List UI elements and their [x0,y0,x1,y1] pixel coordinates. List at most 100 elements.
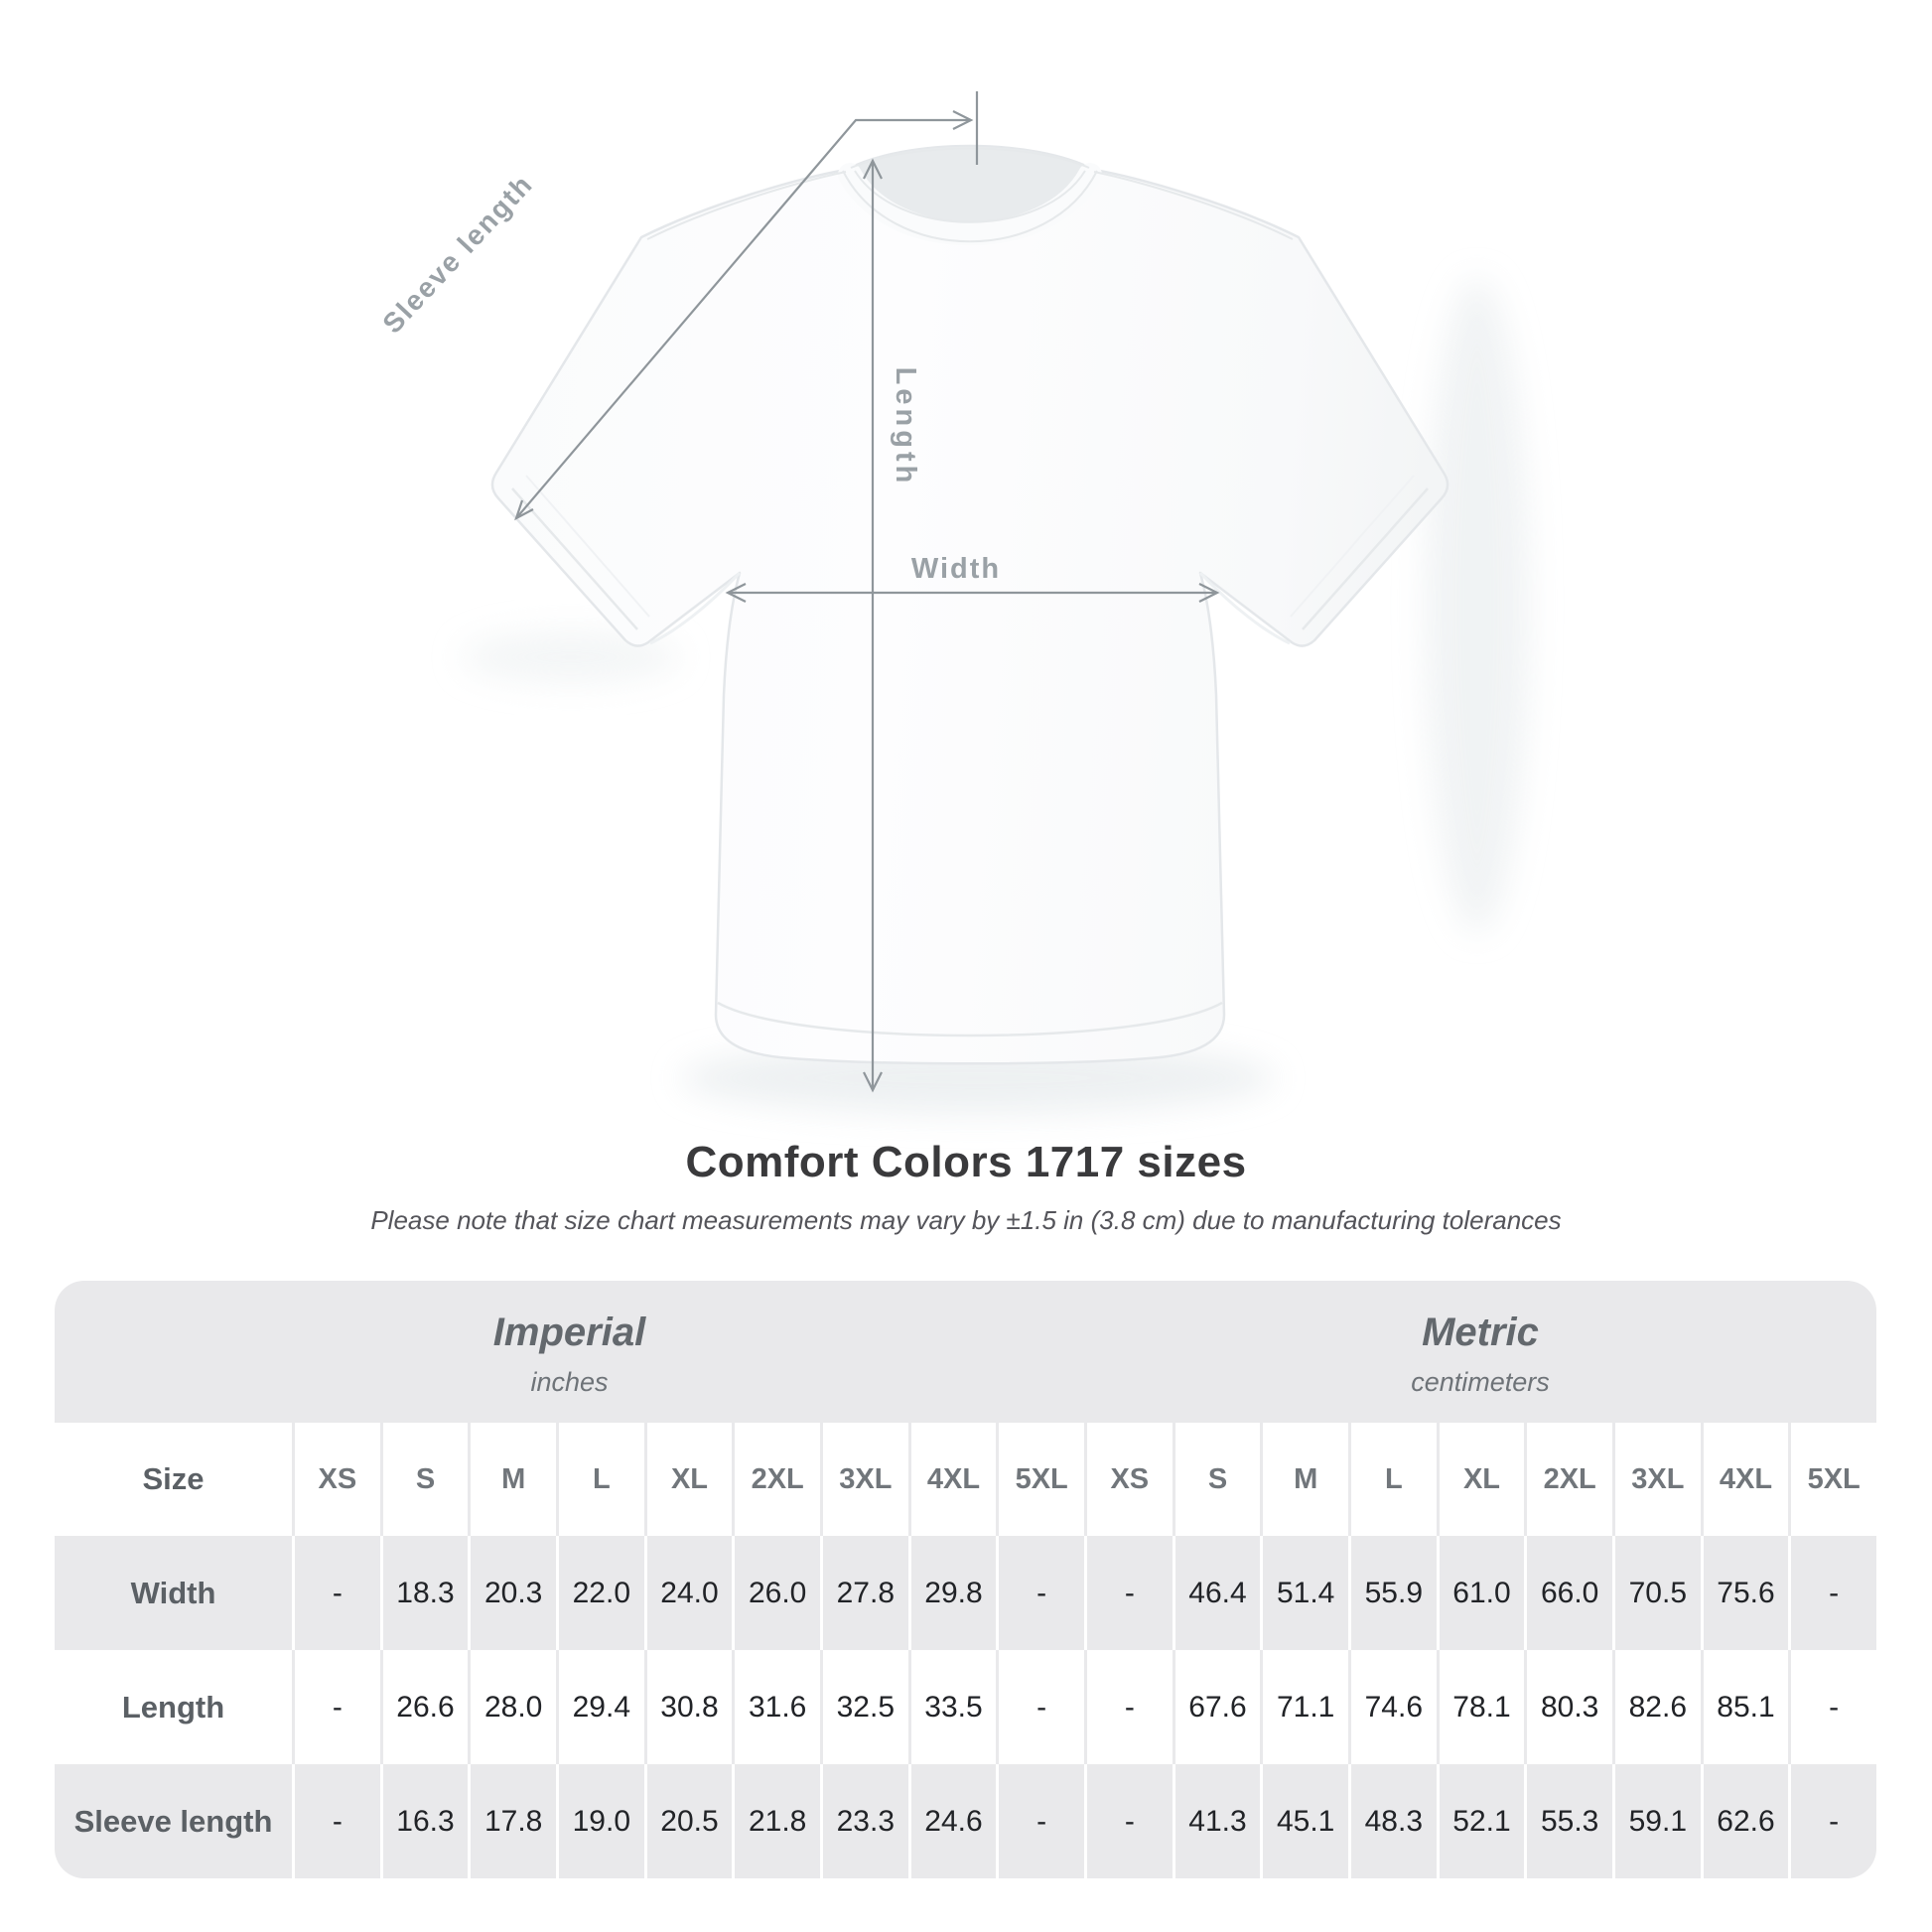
metric-label: Metric [1422,1310,1539,1354]
size-value-cell: 16.3 [379,1764,469,1878]
row-label: Length [55,1650,292,1764]
size-value-cell: 80.3 [1524,1650,1612,1764]
size-value-cell: - [1788,1536,1876,1650]
size-value-cell: 33.5 [907,1650,997,1764]
metric-unit: centimeters [1411,1366,1550,1397]
imperial-label: Imperial [492,1310,646,1354]
size-value-cell: 70.5 [1611,1536,1701,1650]
size-value-cell: 21.8 [732,1764,820,1878]
size-header-cell: XS [1083,1423,1173,1536]
size-value-cell: 74.6 [1347,1650,1437,1764]
size-value-cell: - [1083,1536,1173,1650]
size-value-cell: 75.6 [1700,1536,1789,1650]
size-value-cell: 45.1 [1260,1764,1348,1878]
size-column-header: Size [55,1423,292,1536]
size-header-cell: M [1260,1423,1348,1536]
page-title: Comfort Colors 1717 sizes [685,1138,1247,1186]
size-value-cell: 32.5 [819,1650,908,1764]
tshirt-graphic [462,144,1529,1114]
size-value-cell: - [996,1764,1084,1878]
row-label: Sleeve length [55,1764,292,1878]
size-header-cell: 4XL [1700,1423,1789,1536]
size-value-cell: 30.8 [643,1650,733,1764]
size-header-cell: M [468,1423,556,1536]
size-header-cell: L [555,1423,644,1536]
size-value-cell: 20.5 [643,1764,733,1878]
size-value-cell: - [292,1650,380,1764]
size-value-cell: 71.1 [1260,1650,1348,1764]
size-header-cell: XS [292,1423,380,1536]
size-header-cell: 2XL [732,1423,820,1536]
size-value-cell: 82.6 [1611,1650,1701,1764]
shadow-left-sleeve [462,631,680,683]
size-value-cell: 67.6 [1172,1650,1261,1764]
size-value-cell: - [1083,1650,1173,1764]
size-value-cell: 85.1 [1700,1650,1789,1764]
size-value-cell: - [996,1536,1084,1650]
size-value-cell: 51.4 [1260,1536,1348,1650]
size-header-cell: S [1172,1423,1261,1536]
size-value-cell: 61.0 [1436,1536,1525,1650]
tshirt-measurement-diagram: Sleeve length Length Width [376,91,1529,1114]
size-value-cell: 46.4 [1172,1536,1261,1650]
tshirt-seams [511,147,1429,1037]
size-value-cell: 19.0 [555,1764,644,1878]
size-header-cell: L [1347,1423,1437,1536]
size-value-cell: 17.8 [468,1764,556,1878]
sleeve-length-label: Sleeve length [376,168,539,339]
length-label: Length [890,367,921,487]
length-arrowhead-top [863,158,883,180]
size-value-cell: - [292,1764,380,1878]
size-value-cell: 29.8 [907,1536,997,1650]
width-arrowhead-left [725,583,747,603]
size-value-cell: 52.1 [1436,1764,1525,1878]
size-header-cell: 5XL [996,1423,1084,1536]
size-header-cell: 3XL [1611,1423,1701,1536]
imperial-unit: inches [530,1366,609,1397]
size-value-cell: 48.3 [1347,1764,1437,1878]
size-value-cell: 78.1 [1436,1650,1525,1764]
measurement-arrows [514,91,1220,1093]
sleeve-arrowhead-right [952,110,974,130]
width-label: Width [911,553,1001,585]
shadow-right [1426,278,1529,933]
size-value-cell: 22.0 [555,1536,644,1650]
size-value-cell: 29.4 [555,1650,644,1764]
size-value-cell: 24.6 [907,1764,997,1878]
size-value-cell: 66.0 [1524,1536,1612,1650]
size-header-cell: 3XL [819,1423,908,1536]
size-value-cell: 24.0 [643,1536,733,1650]
size-header-cell: XL [1436,1423,1525,1536]
size-header-cell: XL [643,1423,733,1536]
width-arrowhead-right [1198,583,1220,603]
size-value-cell: 55.3 [1524,1764,1612,1878]
size-header-cell: 5XL [1788,1423,1876,1536]
size-header-cell: S [379,1423,469,1536]
size-value-cell: - [292,1536,380,1650]
metric-section-header: Metric centimeters [1083,1281,1876,1423]
size-value-cell: 18.3 [379,1536,469,1650]
size-value-cell: 62.6 [1700,1764,1789,1878]
page-subtitle: Please note that size chart measurements… [370,1205,1562,1235]
size-value-cell: 26.0 [732,1536,820,1650]
size-value-cell: - [1788,1650,1876,1764]
imperial-section-header: Imperial inches [55,1281,1084,1423]
sleeve-arrowhead-tip [514,499,534,521]
size-value-cell: 23.3 [819,1764,908,1878]
tshirt-collar-opening [846,146,1094,229]
length-arrowhead-bottom [863,1071,883,1093]
size-table: Imperial inches Metric centimeters Size … [55,1281,1876,1878]
size-value-cell: 59.1 [1611,1764,1701,1878]
size-value-cell: 26.6 [379,1650,469,1764]
size-header-cell: 2XL [1524,1423,1612,1536]
sleeve-length-arrow [515,118,971,519]
size-value-cell: 27.8 [819,1536,908,1650]
size-value-cell: 20.3 [468,1536,556,1650]
size-value-cell: 28.0 [468,1650,556,1764]
size-value-cell: - [1788,1764,1876,1878]
size-value-cell: - [996,1650,1084,1764]
size-value-cell: 31.6 [732,1650,820,1764]
row-label: Width [55,1536,292,1650]
size-header-cell: 4XL [907,1423,997,1536]
